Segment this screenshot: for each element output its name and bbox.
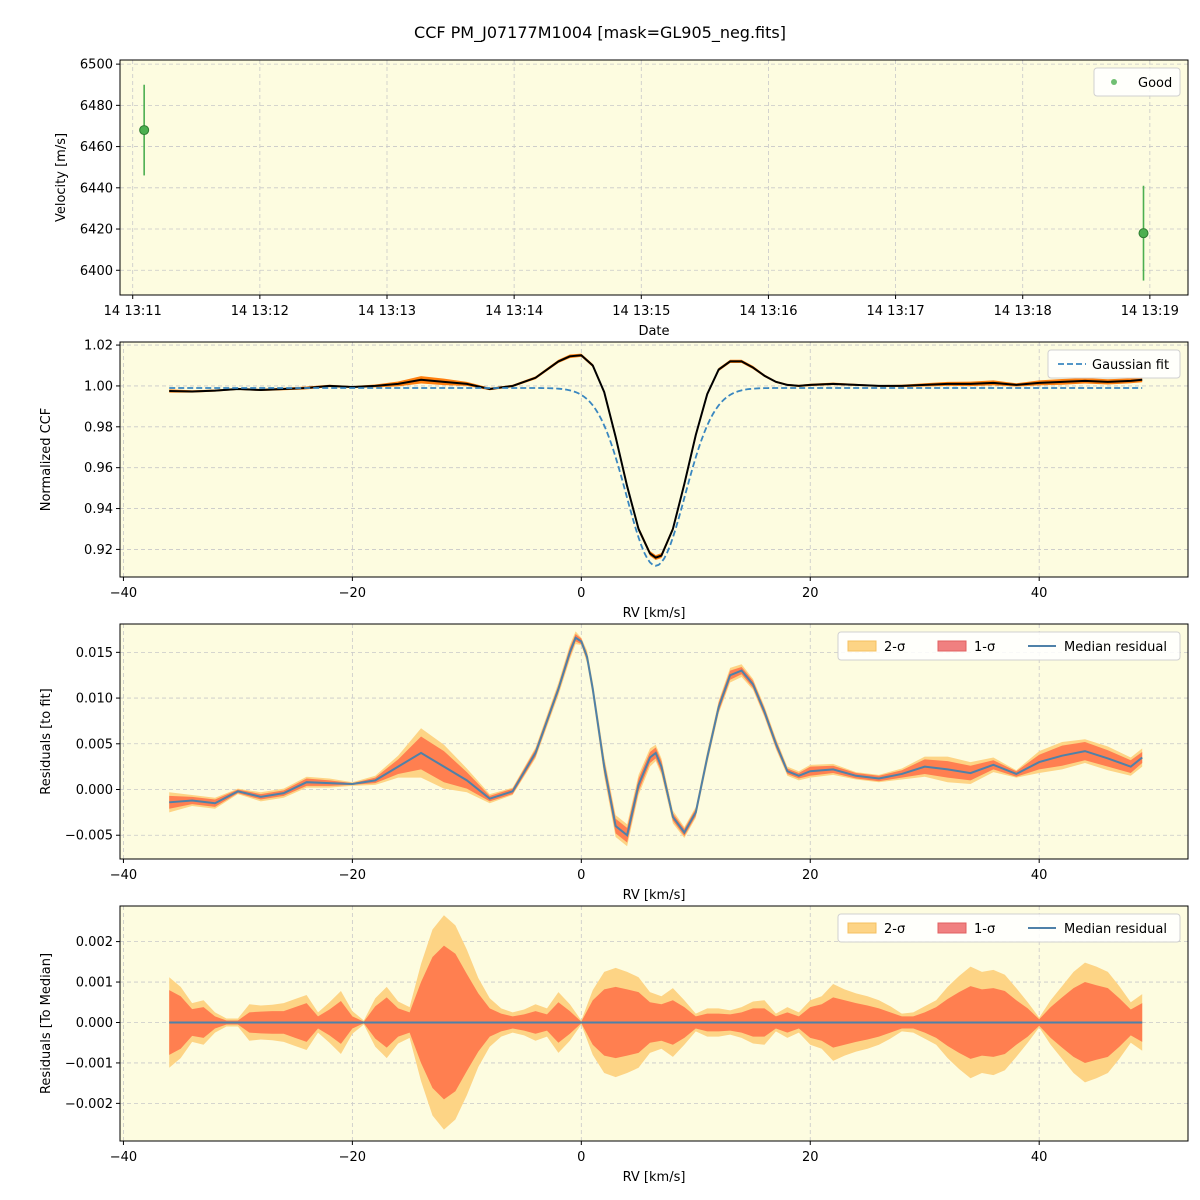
grid (120, 60, 1188, 295)
x-tick-label: 14 13:11 (104, 304, 162, 319)
x-tick-label: −20 (339, 1150, 366, 1165)
legend-swatch-1sigma (937, 922, 967, 934)
y-tick-label: 0.000 (76, 1016, 113, 1031)
y-tick-label: 0.94 (84, 502, 113, 517)
y-tick-label: 0.98 (84, 420, 113, 435)
legend-label-2sigma: 2-σ (884, 922, 905, 937)
x-tick-label: 40 (1031, 586, 1048, 601)
y-tick-label: 1.00 (84, 379, 113, 394)
y-tick-label: 6420 (80, 223, 113, 238)
x-tick-label: 40 (1031, 868, 1048, 883)
y-tick-label: 0.000 (76, 783, 113, 798)
y-axis-label: Velocity [m/s] (54, 133, 69, 222)
legend-frame (837, 631, 1181, 661)
y-tick-label: −0.005 (65, 829, 113, 844)
x-tick-label: −20 (339, 586, 366, 601)
legend-frame (1047, 349, 1181, 379)
x-tick-label: 20 (802, 868, 819, 883)
x-tick-label: 14 13:18 (994, 304, 1052, 319)
x-tick-label: 20 (802, 1150, 819, 1165)
x-tick-label: −40 (110, 1150, 137, 1165)
y-tick-label: 6480 (80, 99, 113, 114)
x-tick-label: 20 (802, 586, 819, 601)
x-tick-label: 0 (577, 586, 585, 601)
plot-frame (119, 341, 1189, 578)
x-tick-label: −40 (110, 586, 137, 601)
legend-frame (1093, 67, 1181, 97)
plot-frame (119, 623, 1189, 860)
y-tick-label: 6500 (80, 58, 113, 73)
y-tick-label: 0.005 (76, 737, 113, 752)
x-axis-label: RV [km/s] (623, 1170, 686, 1185)
plot-frame (119, 59, 1189, 296)
legend-swatch-2sigma (847, 922, 877, 934)
x-tick-label: −20 (339, 868, 366, 883)
legend-marker-good (1111, 79, 1117, 85)
legend-label-median: Median residual (1064, 922, 1167, 937)
ccf-panel: −40 −20 0 20 40 0.92 0.94 0.96 0.98 1.00 1.02 RV [k… (39, 339, 1189, 621)
x-tick-label: 14 13:14 (485, 304, 543, 319)
y-axis-label: Normalized CCF (39, 408, 54, 512)
legend-frame (837, 913, 1181, 943)
velocity-point (139, 125, 150, 136)
x-tick-label: 14 13:15 (612, 304, 670, 319)
y-tick-label: 0.001 (76, 976, 113, 991)
figure-title: CCF PM_J07177M1004 [mask=GL905_neg.fits] (414, 23, 786, 43)
legend-swatch-2sigma (847, 640, 877, 652)
plot-area (120, 624, 1188, 859)
legend-label-good: Good (1138, 76, 1172, 91)
legend-label-2sigma: 2-σ (884, 640, 905, 655)
plot-area (120, 60, 1188, 295)
legend-label-median: Median residual (1064, 640, 1167, 655)
median-residual-line (169, 636, 1143, 838)
legend-swatch-1sigma (937, 640, 967, 652)
gaussian-fit-line (169, 387, 1143, 567)
legend-label-1sigma: 1-σ (974, 922, 995, 937)
y-tick-label: 0.92 (84, 543, 113, 558)
y-tick-label: 0.010 (76, 692, 113, 707)
legend-label-1sigma: 1-σ (974, 640, 995, 655)
x-tick-label: 14 13:13 (358, 304, 416, 319)
plot-area (120, 342, 1188, 577)
y-tick-label: 1.02 (84, 339, 113, 354)
x-tick-label: 0 (577, 868, 585, 883)
y-tick-label: 6460 (80, 140, 113, 155)
x-axis-label: Date (638, 324, 669, 339)
residuals-to-median-panel: −40 −20 0 20 40 −0.002 −0.001 0.000 0.001 0.002 RV… (39, 905, 1189, 1185)
residuals-to-fit-panel: −40 −20 0 20 40 −0.005 0.000 0.005 0.010 0.015 RV … (39, 623, 1189, 903)
x-tick-label: 40 (1031, 1150, 1048, 1165)
ccf-line (169, 354, 1143, 559)
x-axis-label: RV [km/s] (623, 606, 686, 621)
x-tick-label: 14 13:12 (231, 304, 289, 319)
y-tick-label: 6440 (80, 181, 113, 196)
x-tick-label: 14 13:16 (739, 304, 797, 319)
velocity-panel: 14 13:11 14 13:12 14 13:13 14 13:14 14 13:15… (54, 58, 1189, 339)
legend-label-gaussian: Gaussian fit (1092, 358, 1169, 373)
y-tick-label: −0.001 (65, 1056, 113, 1071)
x-axis-label: RV [km/s] (623, 888, 686, 903)
y-tick-label: 0.96 (84, 461, 113, 476)
x-tick-label: 14 13:19 (1121, 304, 1179, 319)
x-tick-label: 14 13:17 (867, 304, 925, 319)
plot-frame (119, 905, 1189, 1142)
velocity-point (1138, 228, 1149, 239)
x-tick-label: −40 (110, 868, 137, 883)
y-tick-label: −0.002 (65, 1097, 113, 1112)
y-tick-label: 0.002 (76, 935, 113, 950)
y-axis-label: Residuals [To Median] (39, 953, 54, 1094)
x-tick-label: 0 (577, 1150, 585, 1165)
y-tick-label: 6400 (80, 264, 113, 279)
y-axis-label: Residuals [to fit] (39, 688, 54, 794)
y-tick-label: 0.015 (76, 646, 113, 661)
